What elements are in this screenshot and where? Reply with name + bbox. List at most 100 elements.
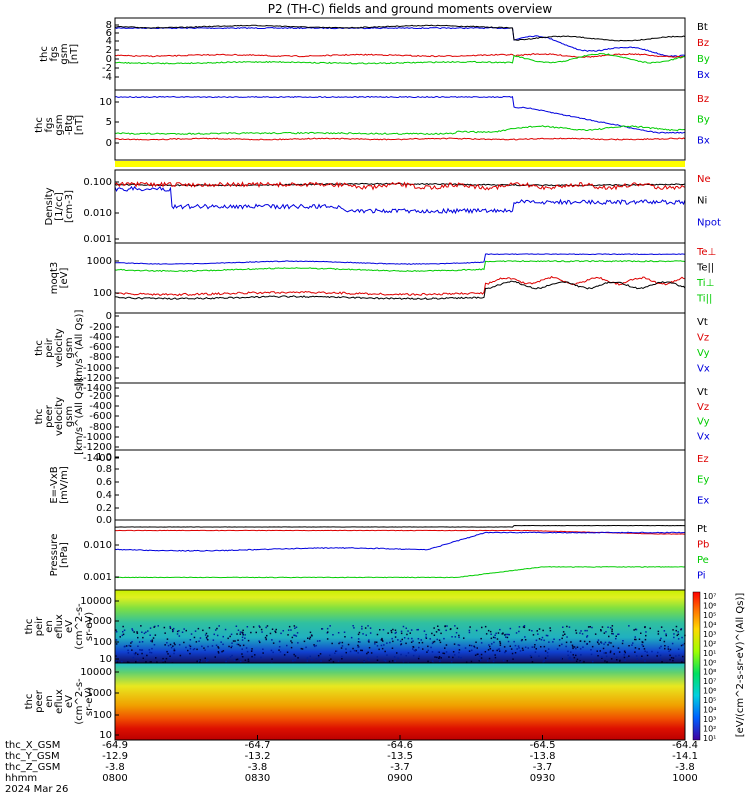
spectrogram-speckle <box>145 631 147 633</box>
spectrogram-speckle <box>143 632 146 635</box>
spectrogram-speckle <box>518 630 520 633</box>
spectrogram-speckle <box>628 625 630 627</box>
spectrogram-speckle <box>295 635 298 637</box>
y-axis-label: thc <box>34 117 45 133</box>
spectrogram-speckle <box>291 641 293 644</box>
y-tick-label: 10 <box>99 97 112 108</box>
spectrogram-speckle <box>145 661 147 663</box>
spectrogram-speckle <box>561 643 563 646</box>
spectrogram-speckle <box>583 660 585 663</box>
y-tick-label: 100 <box>93 637 112 648</box>
spectrogram-speckle <box>163 626 166 629</box>
spectrogram-speckle <box>548 641 550 643</box>
spectrogram-speckle <box>489 630 492 633</box>
spectrogram-speckle <box>244 659 247 661</box>
spectrogram-speckle <box>399 640 402 642</box>
spectrogram-speckle <box>624 651 626 654</box>
spectrogram-speckle <box>417 657 420 660</box>
spectrogram-speckle <box>623 654 626 656</box>
spectrogram-speckle <box>368 641 370 643</box>
spectrogram-speckle <box>242 629 244 632</box>
spectrogram-speckle <box>635 628 638 631</box>
spectrogram-speckle <box>402 661 405 664</box>
spectrogram-speckle <box>386 654 388 656</box>
spectrogram-speckle <box>538 638 541 640</box>
spectrogram-speckle <box>561 637 563 640</box>
y-axis-label: -Btg <box>64 115 75 135</box>
spectrogram-speckle <box>663 630 666 632</box>
spectrogram-speckle <box>609 650 612 652</box>
spectrogram-speckle <box>195 641 198 643</box>
spectrogram-speckle <box>470 644 473 647</box>
spectrogram-speckle <box>561 658 563 660</box>
y-tick-label: 0 <box>106 311 112 322</box>
y-tick-label: -800 <box>89 422 112 433</box>
spectrogram-speckle <box>567 650 569 653</box>
spectrogram-speckle <box>546 658 548 661</box>
spectrogram-speckle <box>628 645 630 647</box>
y-axis-label: Density <box>44 187 55 225</box>
spectrogram-speckle <box>241 655 243 658</box>
spectrogram-speckle <box>206 660 208 662</box>
spectrogram-speckle <box>468 650 471 652</box>
spectrogram-speckle <box>468 644 471 647</box>
spectrogram-speckle <box>376 641 378 643</box>
spectrogram-speckle <box>166 638 169 640</box>
spectrogram-speckle <box>623 656 626 659</box>
spectrogram-speckle <box>139 649 141 651</box>
spectrogram-speckle <box>368 639 370 641</box>
x-tick-label: -14.1 <box>672 751 698 762</box>
spectrogram-speckle <box>247 660 250 662</box>
spectrogram-speckle <box>294 655 297 657</box>
series-line-fgs-bt <box>114 24 686 42</box>
spectrogram-speckle <box>588 640 591 643</box>
spectrogram-speckle <box>497 632 500 634</box>
y-axis-label: [cm-3] <box>64 190 75 223</box>
spectrogram-speckle <box>265 638 267 640</box>
spectrogram-speckle <box>405 655 407 657</box>
spectrogram-speckle <box>611 628 613 631</box>
spectrogram-speckle <box>183 628 185 630</box>
spectrogram-speckle <box>122 631 124 633</box>
spectrogram-speckle <box>471 649 473 652</box>
spectrogram-speckle <box>153 644 156 646</box>
spectrogram-speckle <box>657 630 660 633</box>
spectrogram-speckle <box>664 647 666 650</box>
y-axis-label: gsm <box>64 337 75 358</box>
spectrogram-speckle <box>250 650 253 652</box>
spectrogram-speckle <box>571 644 574 647</box>
legend-entry: Ez <box>697 454 709 465</box>
spectrogram-speckle <box>474 646 476 649</box>
spectrogram-speckle <box>254 654 256 656</box>
spectrogram-speckle <box>309 636 312 638</box>
spectrogram-speckle <box>542 629 544 632</box>
spectrogram-speckle <box>496 638 499 640</box>
spectrogram-speckle <box>572 654 574 656</box>
spectrogram-speckle <box>367 657 369 660</box>
spectrogram-speckle <box>510 648 513 650</box>
spectrogram-speckle <box>660 626 663 628</box>
spectrogram-speckle <box>675 655 677 657</box>
spectrogram-speckle <box>464 647 467 649</box>
spectrogram-speckle <box>260 656 262 659</box>
spectrogram-speckle <box>214 656 216 658</box>
spectrogram-speckle <box>682 644 684 646</box>
spectrogram-speckle <box>121 661 123 663</box>
spectrogram-speckle <box>329 654 331 657</box>
legend-entry: Bt <box>697 22 708 33</box>
spectrogram-speckle <box>678 654 680 657</box>
spectrogram-speckle <box>601 657 603 659</box>
spectrogram-speckle <box>438 629 441 631</box>
spectrogram-speckle <box>252 626 255 628</box>
spectrogram-speckle <box>519 650 522 652</box>
spectrogram-speckle <box>450 661 453 663</box>
spectrogram-speckle <box>608 635 610 638</box>
spectrogram-speckle <box>558 639 561 641</box>
spectrogram-speckle <box>119 636 121 638</box>
spectrogram-speckle <box>417 628 419 631</box>
spectrogram-speckle <box>137 653 139 656</box>
y-tick-label: 0.2 <box>96 503 112 514</box>
colorbar-tick-label: 10⁴ <box>703 620 716 629</box>
spectrogram-speckle <box>405 642 407 645</box>
spectrogram-speckle <box>321 628 324 630</box>
